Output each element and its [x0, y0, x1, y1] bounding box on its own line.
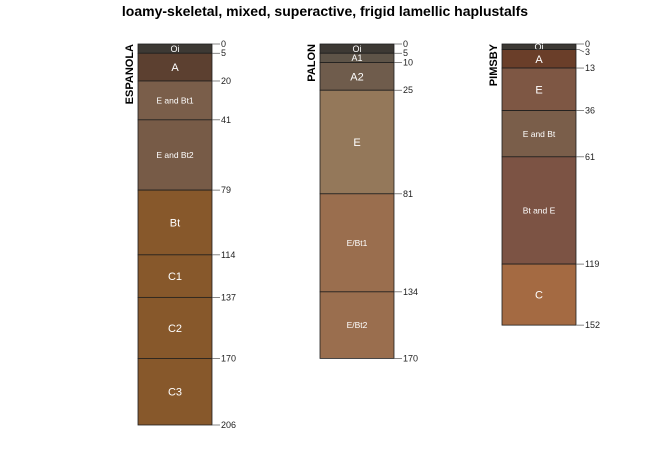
- horizon-block: [137, 189, 213, 256]
- horizon-block: [319, 89, 395, 195]
- depth-label: 61: [585, 152, 595, 162]
- horizon-label: A1: [351, 53, 362, 63]
- horizon-block: [137, 358, 213, 426]
- depth-label: 0: [585, 39, 590, 49]
- depth-label: 0: [403, 39, 408, 49]
- horizon-label: C2: [168, 323, 182, 335]
- horizon-block: [137, 119, 213, 191]
- depth-label: 13: [585, 63, 595, 73]
- horizon-label: C: [535, 290, 543, 302]
- horizon-label: Oi: [353, 44, 362, 54]
- horizon-label: E and Bt1: [156, 95, 194, 105]
- horizon-block: [319, 291, 395, 359]
- horizon-label: E/Bt2: [347, 320, 368, 330]
- depth-label: 10: [403, 57, 413, 67]
- depth-label: 170: [403, 353, 418, 363]
- horizon-label: A: [171, 62, 179, 74]
- horizon-label: E: [535, 84, 542, 96]
- horizon-label: A2: [350, 71, 363, 83]
- horizon-label: C1: [168, 271, 182, 283]
- depth-label: 134: [403, 287, 418, 297]
- horizon-label: Bt and E: [523, 206, 556, 216]
- depth-label: 79: [221, 185, 231, 195]
- horizon-label: E: [353, 137, 360, 149]
- chart-title: loamy-skeletal, mixed, superactive, frig…: [121, 3, 529, 19]
- profile-name-label: ESPANOLA: [124, 44, 136, 104]
- profile-espanola: ESPANOLA Oi A E and Bt1 E and Bt2 Bt C1 C2 C3 05 2…: [124, 39, 236, 430]
- horizon-label: E and Bt2: [156, 150, 194, 160]
- depth-label: 137: [221, 292, 236, 302]
- horizon-label: Oi: [171, 44, 180, 54]
- horizon-block: [319, 193, 395, 293]
- depth-label: 114: [221, 250, 235, 260]
- depth-label: 3: [585, 47, 590, 57]
- depth-label: 5: [221, 48, 226, 58]
- depth-label: 41: [221, 115, 231, 125]
- horizon-block: [501, 110, 577, 158]
- depth-label: 170: [221, 353, 236, 363]
- depth-label: 0: [221, 39, 226, 49]
- horizon-block: [137, 254, 213, 298]
- horizon-label: E and Bt: [523, 129, 556, 139]
- profile-pimsby: PIMSBY Oi A E E and Bt Bt and E C 03 13 36 61 119 15…: [488, 39, 600, 330]
- horizon-label: Bt: [170, 217, 180, 229]
- horizon-label: Oi: [535, 42, 544, 52]
- depth-label: 20: [221, 76, 231, 86]
- depth-label: 25: [403, 85, 413, 95]
- depth-label: 206: [221, 420, 236, 430]
- depth-label: 5: [403, 48, 408, 58]
- profile-name-label: PALON: [306, 44, 318, 82]
- horizon-block: [137, 52, 213, 82]
- horizon-label: A: [535, 54, 543, 66]
- horizon-block: [137, 80, 213, 121]
- depth-tick: [576, 49, 585, 53]
- horizon-block: [501, 263, 577, 326]
- horizon-block: [137, 296, 213, 359]
- horizon-block: [501, 67, 577, 111]
- horizon-block: [319, 62, 395, 91]
- horizon-label: E/Bt1: [347, 238, 368, 248]
- profile-name-label: PIMSBY: [488, 43, 500, 86]
- horizon-block: [501, 156, 577, 265]
- depth-label: 152: [585, 320, 600, 330]
- depth-label: 36: [585, 106, 595, 116]
- horizon-label: C3: [168, 387, 182, 399]
- depth-label: 81: [403, 189, 413, 199]
- depth-label: 119: [585, 259, 599, 269]
